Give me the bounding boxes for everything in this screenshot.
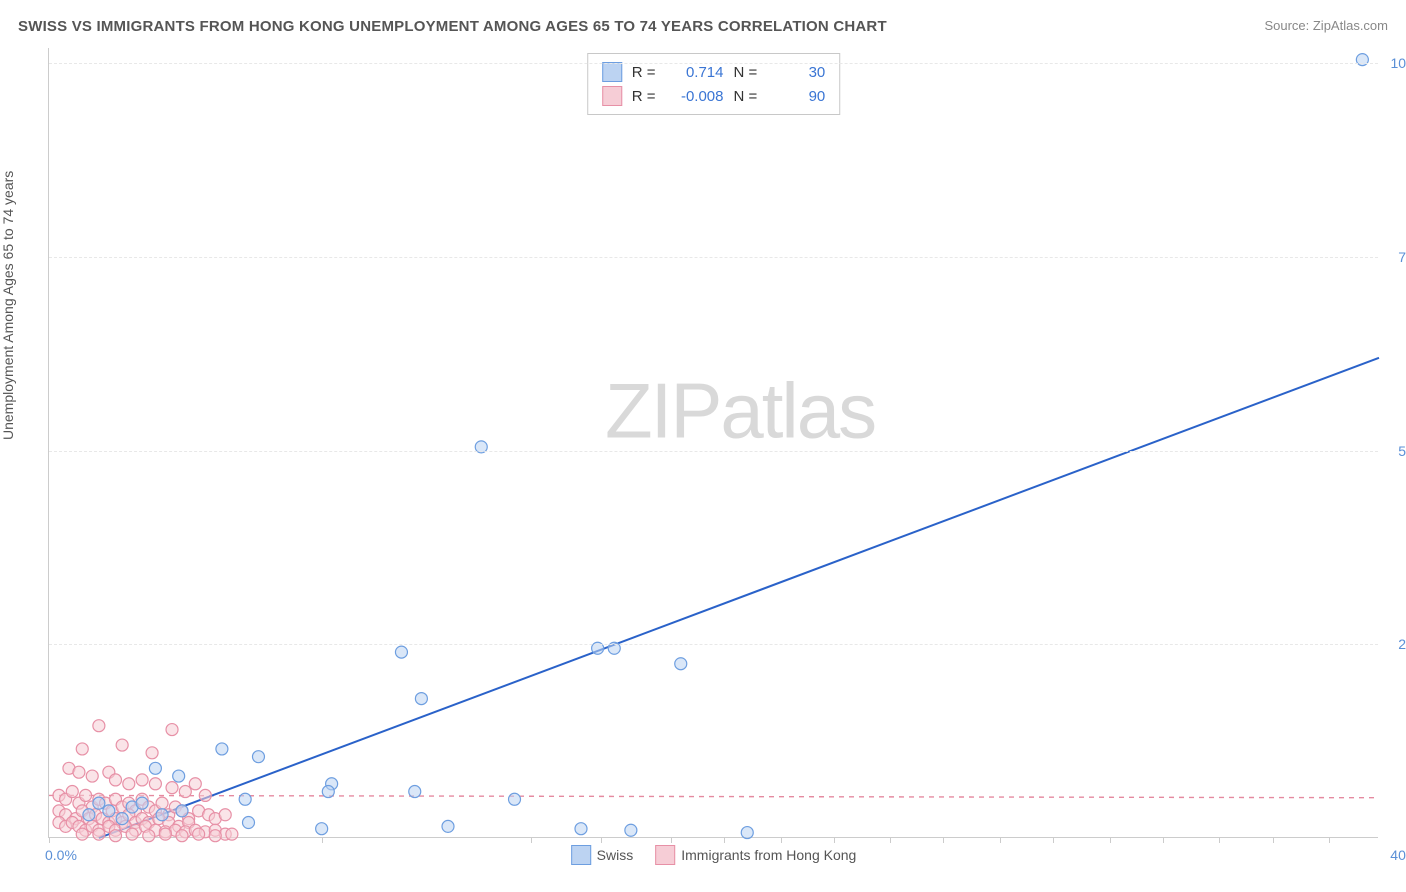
data-point bbox=[199, 789, 211, 801]
data-point bbox=[176, 830, 188, 842]
data-point bbox=[239, 793, 251, 805]
data-point bbox=[110, 774, 122, 786]
data-point bbox=[252, 751, 264, 763]
data-point bbox=[116, 813, 128, 825]
data-point bbox=[741, 827, 753, 839]
y-tick-label: 100.0% bbox=[1383, 55, 1406, 71]
data-point bbox=[219, 809, 231, 821]
swiss-legend-label: Swiss bbox=[597, 847, 634, 863]
data-point bbox=[166, 782, 178, 794]
x-tick bbox=[531, 837, 532, 843]
data-point bbox=[149, 778, 161, 790]
data-point bbox=[110, 830, 122, 842]
data-point bbox=[156, 809, 168, 821]
x-tick bbox=[1053, 837, 1054, 843]
y-tick-label: 25.0% bbox=[1383, 636, 1406, 652]
data-point bbox=[159, 828, 171, 840]
x-tick bbox=[724, 837, 725, 843]
y-axis-label: Unemployment Among Ages 65 to 74 years bbox=[0, 171, 16, 440]
hk-legend-swatch-icon bbox=[655, 845, 675, 865]
hk-legend-label: Immigrants from Hong Kong bbox=[681, 847, 856, 863]
gridline bbox=[49, 63, 1378, 64]
x-tick bbox=[1110, 837, 1111, 843]
x-tick bbox=[1329, 837, 1330, 843]
trend-line-swiss bbox=[99, 358, 1379, 838]
data-point bbox=[395, 646, 407, 658]
y-tick-label: 50.0% bbox=[1383, 443, 1406, 459]
data-point bbox=[149, 762, 161, 774]
x-tick bbox=[1219, 837, 1220, 843]
x-tick-label-max: 40.0% bbox=[1390, 847, 1406, 863]
x-tick bbox=[671, 837, 672, 843]
data-point bbox=[143, 830, 155, 842]
data-point bbox=[173, 770, 185, 782]
scatter-plot-svg bbox=[49, 48, 1378, 837]
data-point bbox=[73, 766, 85, 778]
data-point bbox=[116, 739, 128, 751]
data-point bbox=[146, 747, 158, 759]
swiss-legend-swatch-icon bbox=[571, 845, 591, 865]
x-tick bbox=[943, 837, 944, 843]
source-attribution: Source: ZipAtlas.com bbox=[1264, 18, 1388, 33]
data-point bbox=[193, 828, 205, 840]
data-point bbox=[166, 724, 178, 736]
data-point bbox=[76, 743, 88, 755]
data-point bbox=[136, 797, 148, 809]
data-point bbox=[93, 720, 105, 732]
data-point bbox=[76, 828, 88, 840]
chart-plot-area: ZIPatlas R = 0.714 N = 30 R = -0.008 N =… bbox=[48, 48, 1378, 838]
x-tick bbox=[49, 837, 50, 843]
data-point bbox=[189, 778, 201, 790]
data-point bbox=[156, 797, 168, 809]
x-tick-label-min: 0.0% bbox=[45, 847, 77, 863]
chart-header: SWISS VS IMMIGRANTS FROM HONG KONG UNEMP… bbox=[18, 18, 1388, 35]
series-legend: Swiss Immigrants from Hong Kong bbox=[571, 845, 857, 865]
gridline bbox=[49, 644, 1378, 645]
x-tick bbox=[834, 837, 835, 843]
data-point bbox=[509, 793, 521, 805]
data-point bbox=[415, 693, 427, 705]
x-tick bbox=[601, 837, 602, 843]
data-point bbox=[126, 828, 138, 840]
data-point bbox=[322, 786, 334, 798]
y-tick-label: 75.0% bbox=[1383, 249, 1406, 265]
data-point bbox=[123, 778, 135, 790]
legend-item-hk: Immigrants from Hong Kong bbox=[655, 845, 856, 865]
x-tick bbox=[1163, 837, 1164, 843]
gridline bbox=[49, 257, 1378, 258]
x-tick bbox=[890, 837, 891, 843]
data-point bbox=[179, 786, 191, 798]
chart-title: SWISS VS IMMIGRANTS FROM HONG KONG UNEMP… bbox=[18, 18, 887, 35]
data-point bbox=[316, 823, 328, 835]
data-point bbox=[625, 824, 637, 836]
x-tick bbox=[781, 837, 782, 843]
data-point bbox=[86, 770, 98, 782]
data-point bbox=[442, 820, 454, 832]
data-point bbox=[93, 797, 105, 809]
data-point bbox=[80, 789, 92, 801]
data-point bbox=[103, 805, 115, 817]
data-point bbox=[176, 805, 188, 817]
data-point bbox=[409, 786, 421, 798]
source-link[interactable]: ZipAtlas.com bbox=[1313, 18, 1388, 33]
x-tick bbox=[322, 837, 323, 843]
data-point bbox=[209, 830, 221, 842]
data-point bbox=[675, 658, 687, 670]
gridline bbox=[49, 451, 1378, 452]
x-tick bbox=[1000, 837, 1001, 843]
data-point bbox=[226, 828, 238, 840]
data-point bbox=[93, 828, 105, 840]
data-point bbox=[66, 786, 78, 798]
x-tick bbox=[1273, 837, 1274, 843]
data-point bbox=[575, 823, 587, 835]
data-point bbox=[83, 809, 95, 821]
legend-item-swiss: Swiss bbox=[571, 845, 634, 865]
data-point bbox=[243, 817, 255, 829]
source-prefix: Source: bbox=[1264, 18, 1312, 33]
data-point bbox=[216, 743, 228, 755]
data-point bbox=[136, 774, 148, 786]
